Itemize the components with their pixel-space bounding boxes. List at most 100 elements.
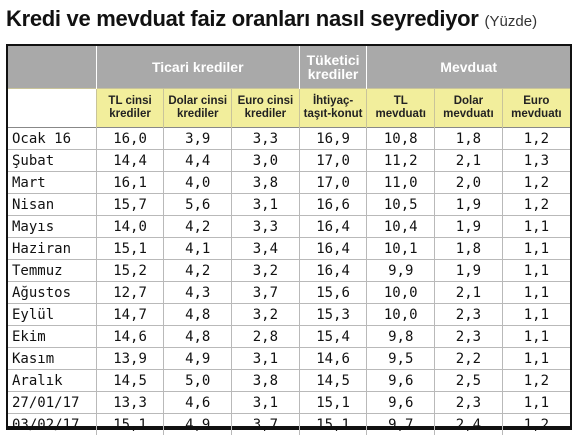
table-cell: 3,8 [231, 171, 300, 194]
table-cell: 15,1 [298, 391, 367, 414]
table-cell: 14,5 [298, 369, 367, 392]
table-cell: 4,9 [163, 413, 232, 435]
table-cell: 15,4 [298, 325, 367, 348]
table-cell: 9,5 [366, 347, 435, 370]
table-row: Aralık 14,5 5,0 3,8 14,5 9,6 2,5 1,2 [8, 369, 570, 392]
table-cell: 1,1 [501, 347, 570, 370]
table-cell: 9,9 [366, 259, 435, 282]
table-cell: 2,1 [434, 281, 503, 304]
table-cell: 4,0 [163, 171, 232, 194]
table-cell: 1,2 [501, 193, 570, 216]
table-cell: 5,6 [163, 193, 232, 216]
table-cell: 3,1 [231, 193, 300, 216]
table-cell: 2,2 [434, 347, 503, 370]
table-cell: 3,9 [163, 127, 232, 150]
table-cell: 16,4 [298, 215, 367, 238]
table-cell: 16,9 [298, 127, 367, 150]
table-cell: 1,9 [434, 259, 503, 282]
table-row: Ağustos 12,7 4,3 3,7 15,6 10,0 2,1 1,1 [8, 281, 570, 304]
table-cell: 2,4 [434, 413, 503, 435]
table-cell: 15,2 [95, 259, 164, 282]
rates-table-frame: Ticari krediler Tüketici krediler Mevduat … [6, 44, 572, 435]
table-cell: 3,7 [231, 413, 300, 435]
table-cell: 1,2 [501, 369, 570, 392]
column-header-0 [8, 88, 97, 128]
table-cell: 16,4 [298, 237, 367, 260]
table-row: Mart 16,1 4,0 3,8 17,0 11,0 2,0 1,2 [8, 171, 570, 194]
table-cell: 15,7 [95, 193, 164, 216]
table-cell: 3,8 [231, 369, 300, 392]
table-cell: 3,2 [231, 259, 300, 282]
table-cell: 14,0 [95, 215, 164, 238]
table-cell: 3,1 [231, 391, 300, 414]
table-cell: 3,3 [231, 215, 300, 238]
table-cell: 3,0 [231, 149, 300, 172]
table-cell: 16,0 [95, 127, 164, 150]
table-cell: 4,1 [163, 237, 232, 260]
chart-title: Kredi ve mevduat faiz oranları nasıl sey… [6, 6, 479, 31]
unit-label: (Yüzde) [484, 13, 538, 30]
table-row: 03/02/17 15,1 4,9 3,7 15,1 9,7 2,4 1,2 [8, 413, 570, 435]
table-cell: 10,5 [366, 193, 435, 216]
table-cell: 13,9 [95, 347, 164, 370]
table-cell: 1,1 [501, 391, 570, 414]
table-cell: 10,1 [366, 237, 435, 260]
table-cell: 3,7 [231, 281, 300, 304]
table-cell: 2,8 [231, 325, 300, 348]
table-row: Ocak 16 16,0 3,9 3,3 16,9 10,8 1,8 1,2 [8, 127, 570, 150]
table-cell: 4,2 [163, 259, 232, 282]
table-cell: 16,4 [298, 259, 367, 282]
table-cell: 1,9 [434, 193, 503, 216]
column-header-row: TL cinsi krediler Dolar cinsi krediler Eur… [8, 88, 570, 128]
table-cell: 15,1 [95, 413, 164, 435]
table-cell: 3,4 [231, 237, 300, 260]
table-cell: 16,6 [298, 193, 367, 216]
table-cell: 9,7 [366, 413, 435, 435]
table-cell: 2,3 [434, 391, 503, 414]
table-cell: 1,1 [501, 325, 570, 348]
table-cell: 1,2 [501, 413, 570, 435]
table-cell: 1,3 [501, 149, 570, 172]
table-cell: 14,7 [95, 303, 164, 326]
row-label: Ekim [8, 325, 97, 348]
table-body: Ocak 16 16,0 3,9 3,3 16,9 10,8 1,8 1,2 Şubat 14,4… [8, 127, 570, 435]
table-cell: 15,6 [298, 281, 367, 304]
column-header-3: Euro cinsi krediler [231, 88, 300, 128]
table-cell: 11,0 [366, 171, 435, 194]
table-cell: 2,5 [434, 369, 503, 392]
column-header-4: İhtiyaç-taşıt-konut [298, 88, 367, 128]
row-label: 27/01/17 [8, 391, 97, 414]
table-row: Eylül 14,7 4,8 3,2 15,3 10,0 2,3 1,1 [8, 303, 570, 326]
table-cell: 1,1 [501, 259, 570, 282]
column-header-2: Dolar cinsi krediler [163, 88, 232, 128]
table-cell: 15,1 [95, 237, 164, 260]
table-cell: 9,6 [366, 391, 435, 414]
row-label: Mayıs [8, 215, 97, 238]
table-row: Şubat 14,4 4,4 3,0 17,0 11,2 2,1 1,3 [8, 149, 570, 172]
row-label: 03/02/17 [8, 413, 97, 435]
table-cell: 13,3 [95, 391, 164, 414]
table-cell: 2,1 [434, 149, 503, 172]
table-cell: 1,9 [434, 215, 503, 238]
row-label: Haziran [8, 237, 97, 260]
table-cell: 14,6 [298, 347, 367, 370]
table-cell: 10,4 [366, 215, 435, 238]
title-row: Kredi ve mevduat faiz oranları nasıl sey… [6, 6, 537, 40]
table-cell: 4,2 [163, 215, 232, 238]
table-cell: 1,2 [501, 171, 570, 194]
table-cell: 1,1 [501, 237, 570, 260]
table-cell: 9,8 [366, 325, 435, 348]
table-cell: 4,9 [163, 347, 232, 370]
table-cell: 3,1 [231, 347, 300, 370]
table-cell: 14,5 [95, 369, 164, 392]
row-label: Şubat [8, 149, 97, 172]
table-cell: 5,0 [163, 369, 232, 392]
table-cell: 1,1 [501, 215, 570, 238]
table-cell: 2,3 [434, 303, 503, 326]
table-cell: 14,4 [95, 149, 164, 172]
table-row: Mayıs 14,0 4,2 3,3 16,4 10,4 1,9 1,1 [8, 215, 570, 238]
group-header-2: Tüketici krediler [298, 46, 367, 89]
table-row: Haziran 15,1 4,1 3,4 16,4 10,1 1,8 1,1 [8, 237, 570, 260]
table-cell: 11,2 [366, 149, 435, 172]
table-cell: 15,1 [298, 413, 367, 435]
